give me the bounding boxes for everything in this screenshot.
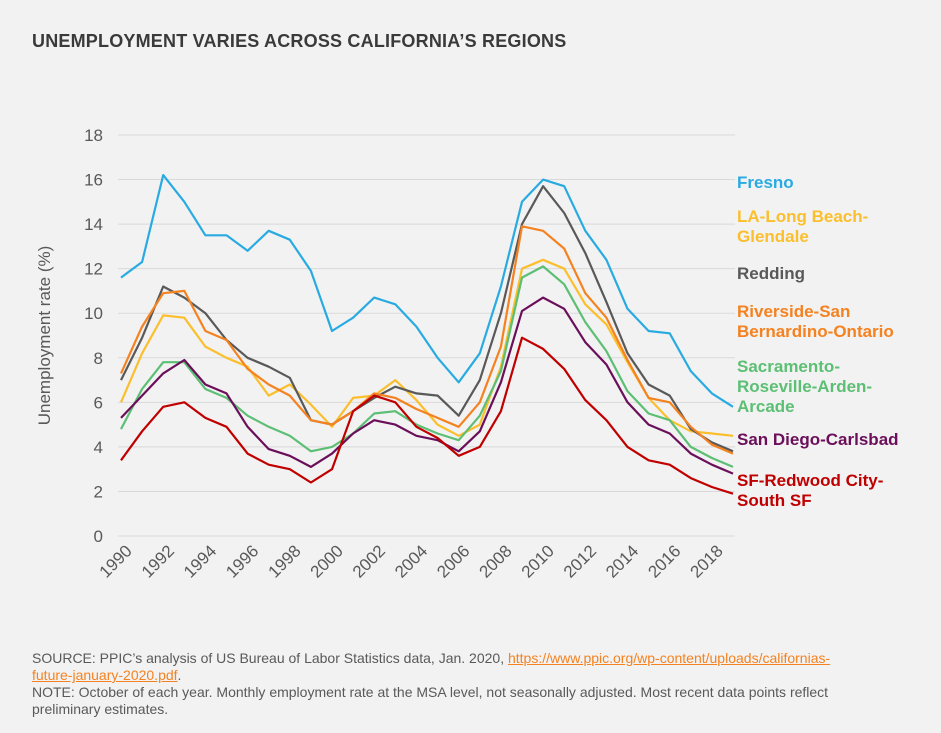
x-tick-label: 1994 <box>180 541 220 581</box>
x-tick-label: 1998 <box>264 541 304 581</box>
line <box>119 225 734 455</box>
x-tick-label: 2006 <box>433 541 473 581</box>
source: SOURCE: PPIC’s analysis of US Bureau of … <box>32 650 508 666</box>
x-tick-label: 1990 <box>96 541 136 581</box>
footnote: SOURCE: PPIC’s analysis of US Bureau of … <box>32 650 832 718</box>
x-tick-label: 2016 <box>644 541 684 581</box>
y-tick-label: 16 <box>84 171 103 190</box>
x-tick-label: 2010 <box>518 541 558 581</box>
legend-label: San Diego-Carlsbad <box>737 430 899 449</box>
legend-label: Sacramento-Roseville-Arden-Arcade <box>737 357 873 416</box>
y-tick-label: 10 <box>84 304 103 323</box>
source-end: . <box>177 667 182 683</box>
source-link[interactable]: https://www.ppic.org/wp-content/uploads/… <box>32 650 831 683</box>
y-tick-label: 2 <box>94 482 103 501</box>
legend-label: Fresno <box>737 173 794 192</box>
x-tick-label: 1992 <box>138 541 178 581</box>
legend-label: SF-Redwood City-South SF <box>737 471 884 510</box>
y-axis-label: Unemployment rate (%) <box>35 246 54 426</box>
y-tick-label: 6 <box>94 393 103 412</box>
chart-title: UNEMPLOYMENT VARIES ACROSS CALIFORNIA’S … <box>32 31 567 51</box>
line <box>120 185 734 453</box>
note: NOTE: October of each year. Monthly empl… <box>32 684 829 717</box>
x-tick-label: 2008 <box>476 541 516 581</box>
x-tick-label: 2018 <box>687 541 727 581</box>
x-tick-label: 2012 <box>560 541 600 581</box>
y-tick-label: 8 <box>94 349 103 368</box>
line <box>120 265 734 468</box>
line <box>119 258 734 437</box>
line <box>120 296 734 475</box>
y-tick-label: 14 <box>84 215 103 234</box>
legend-label: Redding <box>737 264 805 283</box>
y-tick-label: 4 <box>94 438 103 457</box>
x-tick-label: 2004 <box>391 541 431 581</box>
line <box>120 336 734 495</box>
legend-label: LA-Long Beach-Glendale <box>737 207 869 246</box>
y-tick-label: 0 <box>94 527 103 546</box>
x-tick-label: 2002 <box>349 541 389 581</box>
y-tick-label: 18 <box>84 126 103 145</box>
x-tick-label: 1996 <box>222 541 262 581</box>
y-tick-label: 12 <box>84 260 103 279</box>
x-tick-label: 2000 <box>307 541 347 581</box>
x-tick-label: 2014 <box>602 541 642 581</box>
line <box>120 174 734 408</box>
legend-label: Riverside-San Bernardino-Ontario <box>737 302 894 341</box>
